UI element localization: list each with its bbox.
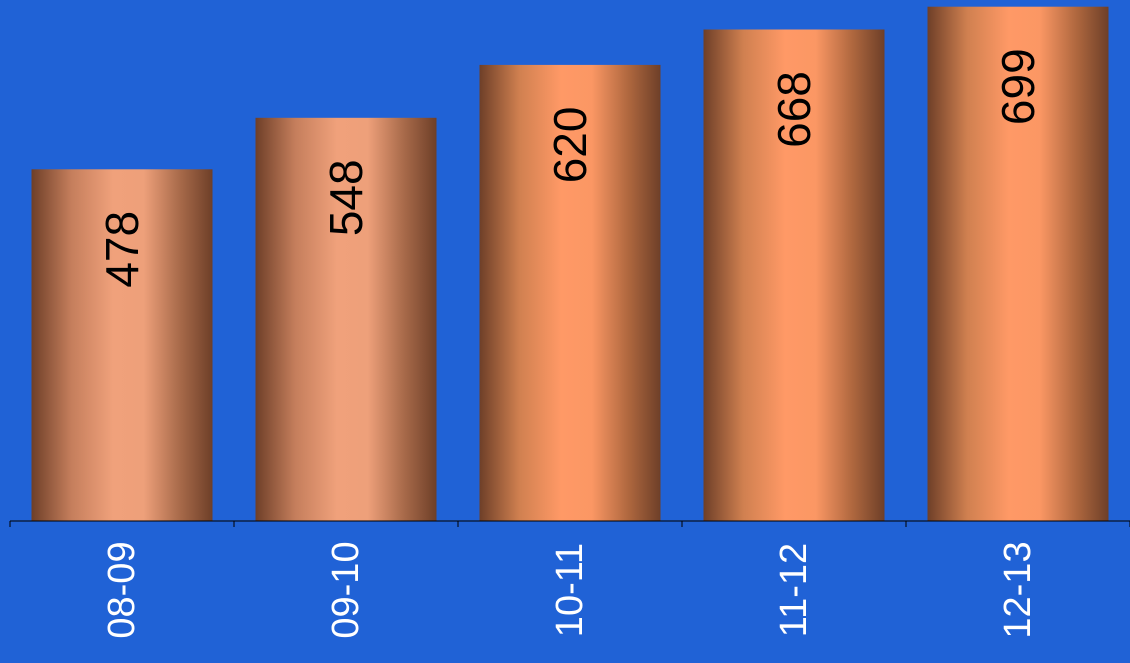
x-axis <box>9 520 1130 527</box>
value-label-11-12: 668 <box>768 71 820 148</box>
category-label-12-13: 12-13 <box>997 541 1039 638</box>
bar-12-13 <box>927 6 1109 521</box>
category-label-09-10: 09-10 <box>325 541 367 638</box>
category-label-10-11: 10-11 <box>549 543 591 637</box>
value-label-12-13: 699 <box>992 48 1044 125</box>
category-label-08-09: 08-09 <box>101 541 143 638</box>
value-label-10-11: 620 <box>544 107 596 184</box>
value-label-09-10: 548 <box>320 159 372 236</box>
value-label-08-09: 478 <box>96 211 148 288</box>
bar-08-09 <box>31 169 213 522</box>
bars-layer <box>31 6 1109 522</box>
category-label-11-12: 11-12 <box>773 543 815 637</box>
bar-09-10 <box>255 117 437 522</box>
labels-layer: 478 08-09 548 09-10 620 10-11 668 11-12 699 12-13 <box>96 48 1044 638</box>
bar-11-12 <box>703 29 885 521</box>
bar-10-11 <box>479 64 661 522</box>
